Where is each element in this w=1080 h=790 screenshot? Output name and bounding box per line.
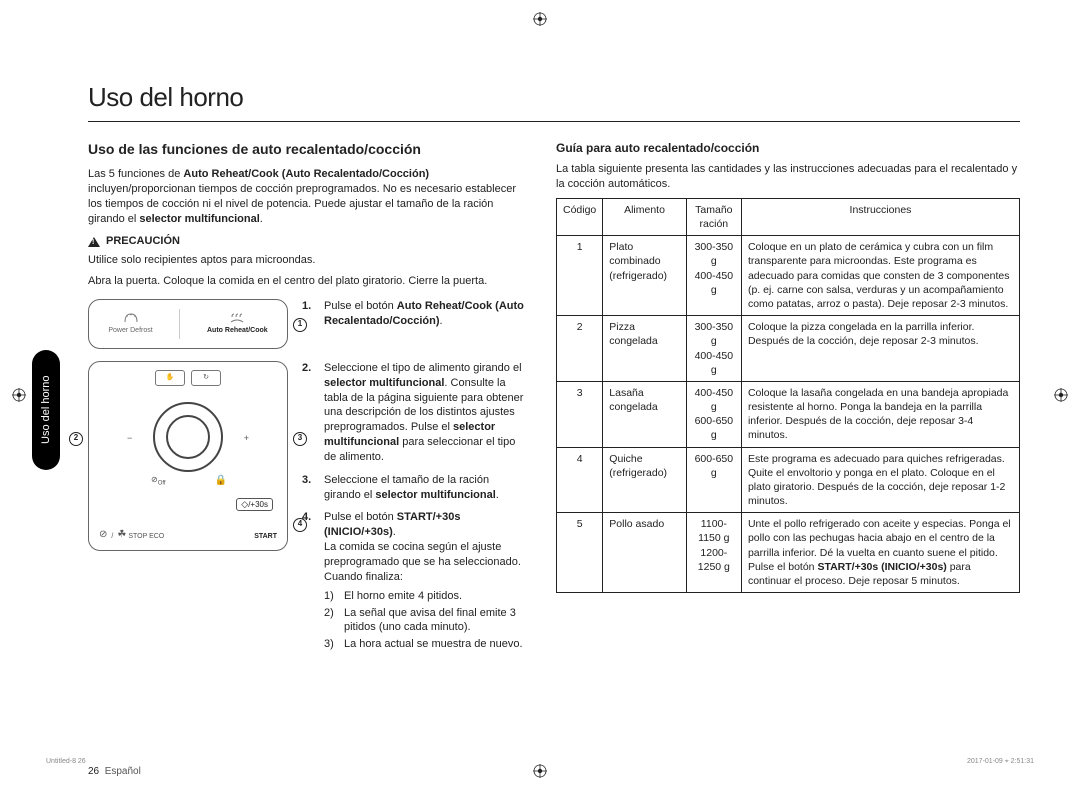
col-code: Código — [557, 198, 603, 235]
table-row: 1 Plato combinado (refrigerado) 300-350 … — [557, 236, 1020, 316]
table-row: 2 Pizza congelada 300-350 g400-450 g Col… — [557, 316, 1020, 382]
right-heading: Guía para auto recalentado/cocción — [556, 140, 1020, 156]
reg-mark-icon — [1054, 388, 1068, 402]
caution-label: PRECAUCIÓN — [106, 234, 180, 249]
warning-icon — [88, 237, 100, 247]
col-food: Alimento — [603, 198, 686, 235]
col-instr: Instrucciones — [741, 198, 1019, 235]
page-title: Uso del horno — [88, 80, 1020, 122]
guide-table: Código Alimento Tamaño ración Instruccio… — [556, 198, 1020, 593]
reg-mark-icon — [12, 388, 26, 402]
reg-mark-icon — [533, 764, 547, 778]
dial-icon: − + ⊘Off 🔒 — [143, 392, 233, 482]
eco-icon: ☘ — [117, 528, 126, 542]
reg-mark-icon — [533, 12, 547, 26]
table-row: 5 Pollo asado 1100-1150 g1200-1250 g Unt… — [557, 513, 1020, 593]
stop-icon: ⊘ — [99, 528, 107, 542]
hand-icon: ✋ — [155, 370, 185, 386]
callout-4: 4 — [293, 518, 307, 532]
power-defrost-label: Power Defrost — [108, 326, 152, 335]
table-row: 3 Lasaña congelada 400-450 g600-650 g Co… — [557, 381, 1020, 447]
page-footer: 26 Español — [88, 765, 141, 779]
auto-reheat-label: Auto Reheat/Cook — [207, 326, 268, 335]
caution-text: Utilice solo recipientes aptos para micr… — [88, 253, 528, 268]
left-intro: Las 5 funciones de Auto Reheat/Cook (Aut… — [88, 167, 528, 226]
stop-eco-label: STOP ECO — [126, 532, 254, 541]
side-tab: Uso del horno — [32, 350, 60, 470]
print-meta-left: Untitled-8 26 — [46, 757, 86, 766]
open-door-text: Abra la puerta. Coloque la comida en el … — [88, 274, 528, 289]
table-row: 4 Quiche (refrigerado) 600-650 g Este pr… — [557, 447, 1020, 513]
control-panel-diagram-2: ✋ ↻ − + ⊘Off 🔒 2 3 ◇/+30s — [88, 361, 288, 551]
start-label: START — [254, 532, 277, 541]
callout-2: 2 — [69, 432, 83, 446]
right-intro: La tabla siguiente presenta las cantidad… — [556, 162, 1020, 192]
plus-30s-button: ◇/+30s — [236, 497, 273, 512]
step-item: 1.Pulse el botón Auto Reheat/Cook (Auto … — [302, 299, 528, 329]
clock-icon: ↻ — [191, 370, 221, 386]
step-item: 3.Seleccione el tamaño de la ración gira… — [302, 473, 528, 503]
print-meta-right: 2017-01-09 ⌖ 2:51:31 — [967, 757, 1034, 766]
step-item: 4.Pulse el botón START/+30s (INICIO/+30s… — [302, 510, 528, 654]
left-heading: Uso de las funciones de auto recalentado… — [88, 140, 528, 159]
col-size: Tamaño ración — [686, 198, 741, 235]
callout-3: 3 — [293, 432, 307, 446]
step-item: 2.Seleccione el tipo de alimento girando… — [302, 361, 528, 465]
callout-1: 1 — [293, 318, 307, 332]
control-panel-diagram-1: Power Defrost Auto Reheat/Cook 1 — [88, 299, 288, 349]
